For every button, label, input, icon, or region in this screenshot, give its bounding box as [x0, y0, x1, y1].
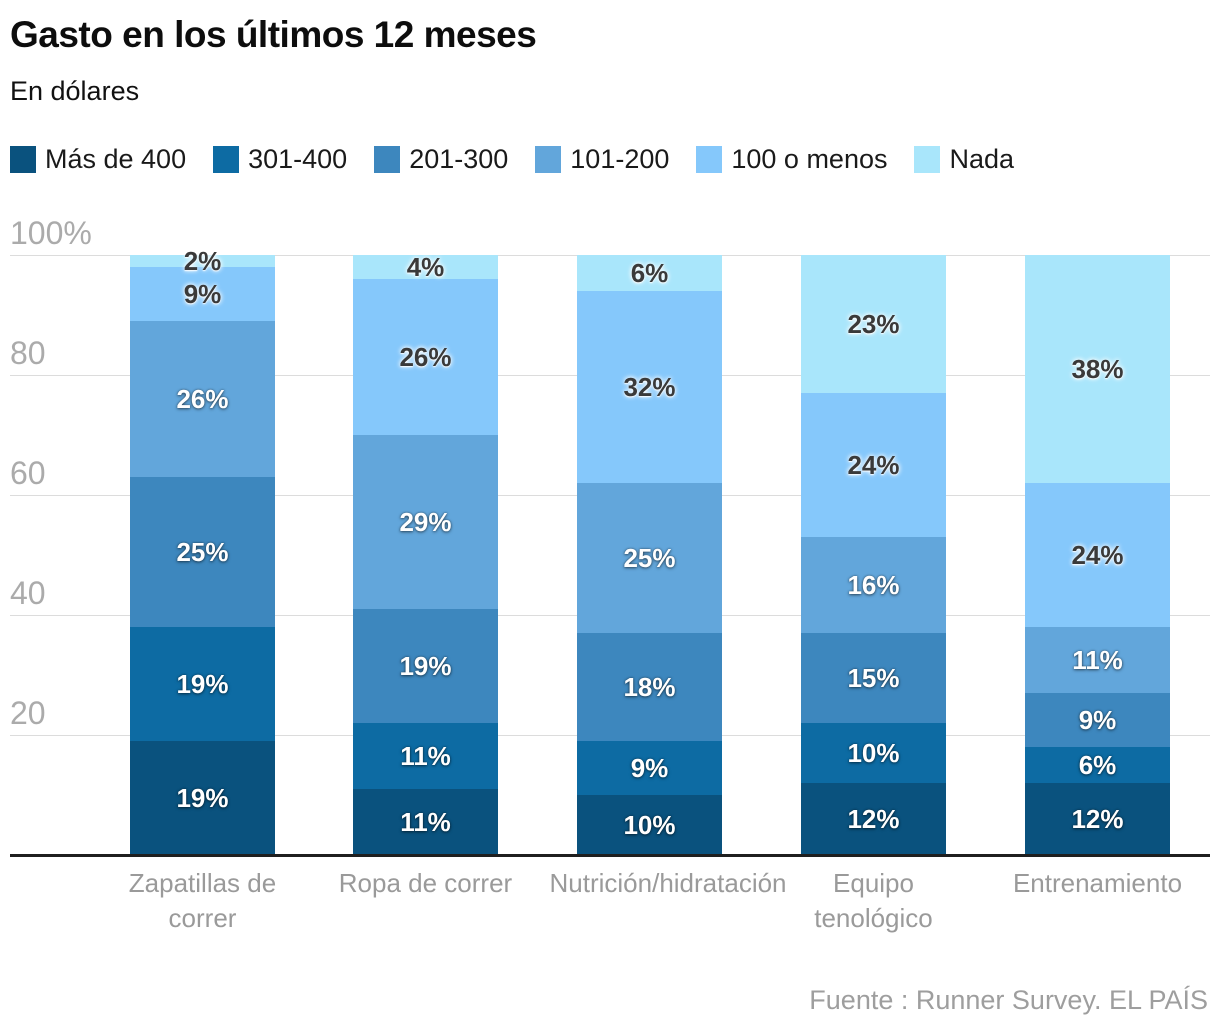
bar-segment-value: 19% [176, 669, 229, 699]
legend-label: 101-200 [570, 144, 670, 174]
bar-1: 2% 9% 26% 25% 19% 19% [130, 248, 275, 855]
bar-segment: 16% [801, 537, 946, 633]
bar-segment-value: 11% [1072, 645, 1123, 675]
bar-segment-value: 10% [623, 810, 676, 840]
legend-label: 100 o menos [731, 144, 888, 174]
bar-segment: 9% [1025, 693, 1170, 747]
bar-segment-value: 6% [1078, 750, 1117, 780]
x-axis-category-label: Equipo tenológico [814, 868, 933, 934]
bar-segment-value: 6% [630, 258, 669, 288]
bar-segment: 9% [130, 267, 275, 321]
bar-segment-value: 10% [847, 738, 900, 768]
bar-segment: 38% [1025, 255, 1170, 483]
legend-label: 301-400 [248, 144, 348, 174]
bar-segment: 15% [801, 633, 946, 723]
bar-segment-value: 26% [399, 342, 452, 372]
y-axis-tick-label: 20 [10, 695, 46, 731]
bar-segment-value: 24% [1071, 540, 1124, 570]
x-axis-category-label: Entrenamiento [1012, 868, 1183, 898]
bar-segment: 9% [577, 741, 722, 795]
bar-segment: 26% [353, 279, 498, 435]
bar-segment-value: 23% [847, 309, 900, 339]
source-credit: Fuente : Runner Survey. EL PAÍS [809, 985, 1208, 1015]
bar-segment-value: 25% [623, 543, 676, 573]
y-axis-tick-label: 80 [10, 335, 46, 371]
legend-item: 101-200 [535, 144, 669, 175]
bar-segment-value: 12% [847, 804, 900, 834]
bar-segment-value: 9% [183, 279, 222, 309]
x-axis-category-label: Zapatillas de correr [128, 868, 277, 934]
bar-segment-value: 18% [623, 672, 676, 702]
bar-segment-value: 4% [406, 252, 445, 282]
bar-segment: 4% [353, 252, 498, 282]
legend-item: 100 o menos [696, 144, 887, 175]
bar-segment: 26% [130, 321, 275, 477]
legend-label: 201-300 [409, 144, 509, 174]
legend-swatch-icon [374, 146, 401, 173]
bar-segment-value: 11% [400, 807, 451, 837]
legend-item: Más de 400 [10, 144, 186, 175]
bar-3: 6% 32% 25% 18% 9% 10% [577, 255, 722, 855]
x-axis-category-label: Nutrición/hidratación [549, 868, 787, 898]
bar-5: 38% 24% 11% 9% 6% 12% [1025, 255, 1170, 855]
legend-swatch-icon [10, 146, 36, 173]
bar-segment-value: 32% [623, 372, 676, 402]
bar-segment: 23% [801, 255, 946, 393]
bar-segment: 32% [577, 291, 722, 483]
bar-segment-value: 2% [183, 246, 222, 276]
bar-segment-value: 26% [176, 384, 229, 414]
bar-segment: 25% [577, 483, 722, 633]
bar-segment: 29% [353, 435, 498, 609]
bar-segment-value: 19% [399, 651, 452, 681]
bar-segment: 11% [353, 723, 498, 789]
bar-segment: 2% [130, 248, 275, 274]
bar-segment-value: 9% [630, 753, 669, 783]
legend-item: 301-400 [213, 144, 347, 175]
bar-segment-value: 29% [399, 507, 452, 537]
y-axis-tick-label: 60 [10, 455, 46, 491]
bar-segment: 24% [1025, 483, 1170, 627]
bar-segment-value: 38% [1071, 354, 1124, 384]
bar-segment-value: 12% [1071, 804, 1124, 834]
x-axis-line [10, 854, 1210, 857]
bar-segment-value: 15% [847, 663, 900, 693]
y-axis-tick-label: 40 [10, 575, 46, 611]
chart-title: Gasto en los últimos 12 meses [10, 14, 537, 55]
bar-segment: 12% [1025, 783, 1170, 855]
legend-swatch-icon [535, 146, 562, 173]
legend: Más de 400 301-400 201-300 101-200 100 o men… [10, 144, 1014, 175]
bar-2: 4% 26% 29% 19% 11% 11% [353, 252, 498, 855]
bar-segment: 18% [577, 633, 722, 741]
bar-segment: 6% [1025, 747, 1170, 783]
bar-segment: 10% [577, 795, 722, 855]
legend-item: 201-300 [374, 144, 508, 175]
bar-segment: 11% [1025, 627, 1170, 693]
bar-segment-value: 25% [176, 537, 229, 567]
bar-segment: 25% [130, 477, 275, 627]
legend-item: Nada [914, 144, 1014, 175]
bar-segment-value: 19% [176, 783, 229, 813]
bar-segment: 19% [353, 609, 498, 723]
legend-swatch-icon [914, 146, 941, 173]
bar-segment: 19% [130, 741, 275, 855]
bar-segment: 12% [801, 783, 946, 855]
legend-swatch-icon [213, 146, 240, 173]
legend-swatch-icon [696, 146, 723, 173]
y-axis-tick-label: 100% [10, 215, 92, 251]
x-axis-category-label: Ropa de correr [338, 868, 513, 898]
legend-label: Nada [949, 144, 1015, 174]
bar-4: 23% 24% 16% 15% 10% 12% [801, 255, 946, 855]
bar-segment: 6% [577, 255, 722, 291]
legend-label: Más de 400 [45, 144, 187, 174]
bar-segment: 10% [801, 723, 946, 783]
bar-segment-value: 24% [847, 450, 900, 480]
bar-segment: 19% [130, 627, 275, 741]
chart-subtitle: En dólares [10, 76, 140, 106]
bar-segment: 24% [801, 393, 946, 537]
bar-segment-value: 11% [400, 741, 451, 771]
bar-segment-value: 16% [847, 570, 900, 600]
bar-segment-value: 9% [1078, 705, 1117, 735]
bar-segment: 11% [353, 789, 498, 855]
